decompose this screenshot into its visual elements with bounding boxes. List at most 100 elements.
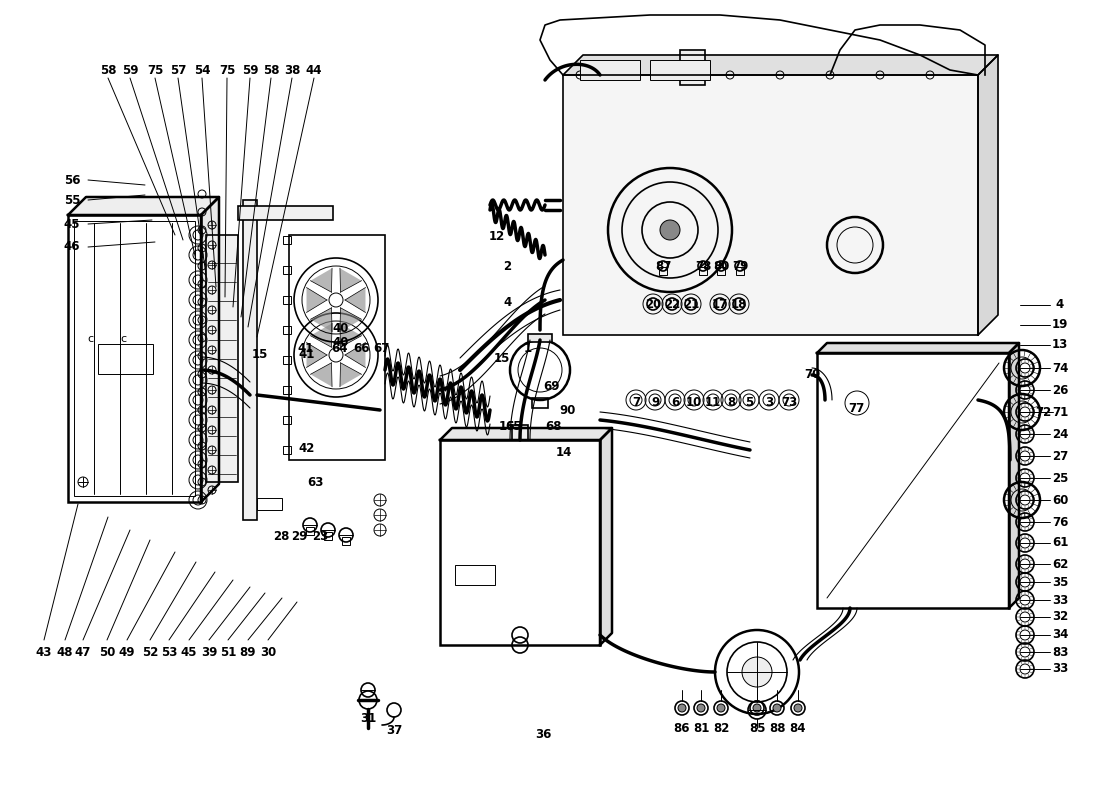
Bar	[243, 200, 257, 520]
Bar	[563, 75, 978, 335]
Text: 70: 70	[804, 369, 821, 382]
Circle shape	[742, 657, 772, 687]
Text: 43: 43	[36, 646, 52, 658]
Text: 76: 76	[1052, 515, 1068, 529]
Bar	[98, 344, 153, 374]
Bar	[455, 565, 495, 585]
Text: 24: 24	[1052, 427, 1068, 441]
Text: 69: 69	[542, 379, 559, 393]
Text: 58: 58	[100, 63, 117, 77]
Bar	[324, 532, 332, 540]
Bar	[206, 235, 238, 482]
Text: 59: 59	[122, 63, 139, 77]
Text: 41: 41	[298, 342, 315, 355]
Text: 16: 16	[498, 419, 515, 433]
Circle shape	[754, 704, 761, 712]
Polygon shape	[440, 428, 612, 440]
Text: 8: 8	[727, 395, 735, 409]
Text: 87: 87	[654, 259, 671, 273]
Bar	[717, 267, 725, 275]
Bar	[659, 267, 667, 275]
Bar	[257, 498, 282, 510]
Text: 33: 33	[1052, 594, 1068, 606]
Text: 59: 59	[242, 63, 258, 77]
Bar	[68, 215, 201, 502]
Text: 67: 67	[373, 342, 389, 355]
Bar	[680, 50, 705, 85]
Polygon shape	[340, 323, 362, 347]
Text: 45: 45	[64, 218, 80, 230]
Text: 51: 51	[220, 646, 236, 658]
Text: 44: 44	[306, 63, 322, 77]
Text: 32: 32	[1052, 610, 1068, 623]
Text: 56: 56	[64, 174, 80, 186]
Text: 71: 71	[1052, 406, 1068, 418]
Bar	[289, 235, 385, 460]
Text: 39: 39	[201, 646, 217, 658]
Polygon shape	[340, 268, 362, 292]
Text: c: c	[120, 334, 127, 344]
Polygon shape	[978, 55, 998, 335]
Text: 81: 81	[693, 722, 710, 734]
Polygon shape	[1009, 343, 1019, 608]
Polygon shape	[340, 362, 362, 386]
Text: 6: 6	[671, 395, 679, 409]
Bar	[283, 386, 292, 394]
Text: 41: 41	[299, 349, 316, 362]
Text: 58: 58	[263, 63, 279, 77]
Text: 7: 7	[631, 395, 640, 409]
Text: 19: 19	[1052, 318, 1068, 331]
Text: 65: 65	[505, 419, 521, 433]
Polygon shape	[201, 197, 219, 502]
Polygon shape	[600, 428, 612, 645]
Text: 36: 36	[535, 729, 551, 742]
Text: 21: 21	[683, 298, 700, 310]
Circle shape	[794, 704, 802, 712]
Text: 78: 78	[695, 259, 712, 273]
Text: 79: 79	[732, 259, 748, 273]
Text: 15: 15	[252, 349, 268, 362]
Text: 38: 38	[284, 63, 300, 77]
Text: 48: 48	[57, 646, 74, 658]
Polygon shape	[307, 287, 327, 313]
Text: 46: 46	[64, 241, 80, 254]
Text: 62: 62	[1052, 558, 1068, 570]
Text: 57: 57	[169, 63, 186, 77]
Text: 11: 11	[705, 395, 722, 409]
Text: 15: 15	[494, 353, 510, 366]
Text: 31: 31	[360, 711, 376, 725]
Text: 14: 14	[556, 446, 572, 458]
Bar	[283, 356, 292, 364]
Text: 26: 26	[1052, 383, 1068, 397]
Text: 4: 4	[504, 295, 513, 309]
Text: 42: 42	[299, 442, 316, 454]
Bar	[306, 527, 313, 535]
Text: 47: 47	[75, 646, 91, 658]
Text: 90: 90	[560, 403, 576, 417]
Text: 25: 25	[1052, 471, 1068, 485]
Bar	[650, 60, 710, 80]
Text: 64: 64	[332, 342, 349, 355]
Circle shape	[329, 293, 343, 307]
Bar	[736, 267, 744, 275]
Bar	[283, 446, 292, 454]
Polygon shape	[310, 362, 332, 386]
Polygon shape	[345, 342, 365, 367]
Text: 17: 17	[712, 298, 728, 310]
Text: 63: 63	[307, 475, 323, 489]
Bar	[580, 60, 640, 80]
Bar	[283, 326, 292, 334]
Text: 30: 30	[260, 646, 276, 658]
Circle shape	[329, 348, 343, 362]
Circle shape	[717, 704, 725, 712]
Bar	[528, 334, 552, 342]
Text: 22: 22	[664, 298, 680, 310]
Text: 29: 29	[290, 530, 307, 543]
Polygon shape	[345, 287, 365, 313]
Text: 83: 83	[1052, 646, 1068, 658]
Circle shape	[660, 220, 680, 240]
Polygon shape	[310, 268, 332, 292]
Polygon shape	[340, 308, 362, 332]
Text: 40: 40	[333, 335, 349, 349]
Bar	[283, 266, 292, 274]
